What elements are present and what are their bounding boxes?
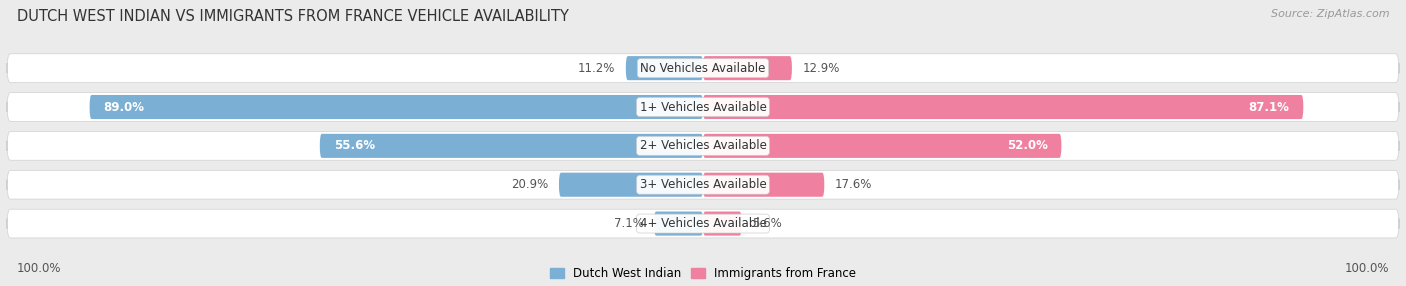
FancyBboxPatch shape [319, 134, 703, 158]
Text: 4+ Vehicles Available: 4+ Vehicles Available [640, 217, 766, 230]
Text: 2+ Vehicles Available: 2+ Vehicles Available [640, 139, 766, 152]
Text: 100.0%: 100.0% [1344, 262, 1389, 275]
FancyBboxPatch shape [654, 212, 703, 236]
FancyBboxPatch shape [703, 56, 792, 80]
Text: 20.9%: 20.9% [512, 178, 548, 191]
Text: 55.6%: 55.6% [333, 139, 375, 152]
Text: No Vehicles Available: No Vehicles Available [640, 62, 766, 75]
Text: 5.6%: 5.6% [752, 217, 782, 230]
Text: 89.0%: 89.0% [104, 100, 145, 114]
Text: 12.9%: 12.9% [803, 62, 839, 75]
Text: 17.6%: 17.6% [835, 178, 872, 191]
Text: 3+ Vehicles Available: 3+ Vehicles Available [640, 178, 766, 191]
FancyBboxPatch shape [560, 173, 703, 197]
FancyBboxPatch shape [703, 134, 1062, 158]
FancyBboxPatch shape [703, 212, 741, 236]
FancyBboxPatch shape [7, 132, 1399, 160]
Text: 11.2%: 11.2% [578, 62, 616, 75]
Text: 87.1%: 87.1% [1249, 100, 1289, 114]
Legend: Dutch West Indian, Immigrants from France: Dutch West Indian, Immigrants from Franc… [550, 267, 856, 280]
FancyBboxPatch shape [7, 54, 1399, 83]
Text: 7.1%: 7.1% [614, 217, 644, 230]
Text: 52.0%: 52.0% [1007, 139, 1047, 152]
Text: Source: ZipAtlas.com: Source: ZipAtlas.com [1271, 9, 1389, 19]
Text: 100.0%: 100.0% [17, 262, 62, 275]
FancyBboxPatch shape [703, 95, 1303, 119]
FancyBboxPatch shape [703, 173, 824, 197]
Text: DUTCH WEST INDIAN VS IMMIGRANTS FROM FRANCE VEHICLE AVAILABILITY: DUTCH WEST INDIAN VS IMMIGRANTS FROM FRA… [17, 9, 569, 23]
FancyBboxPatch shape [7, 209, 1399, 238]
FancyBboxPatch shape [626, 56, 703, 80]
FancyBboxPatch shape [7, 170, 1399, 199]
FancyBboxPatch shape [90, 95, 703, 119]
FancyBboxPatch shape [7, 93, 1399, 121]
Text: 1+ Vehicles Available: 1+ Vehicles Available [640, 100, 766, 114]
